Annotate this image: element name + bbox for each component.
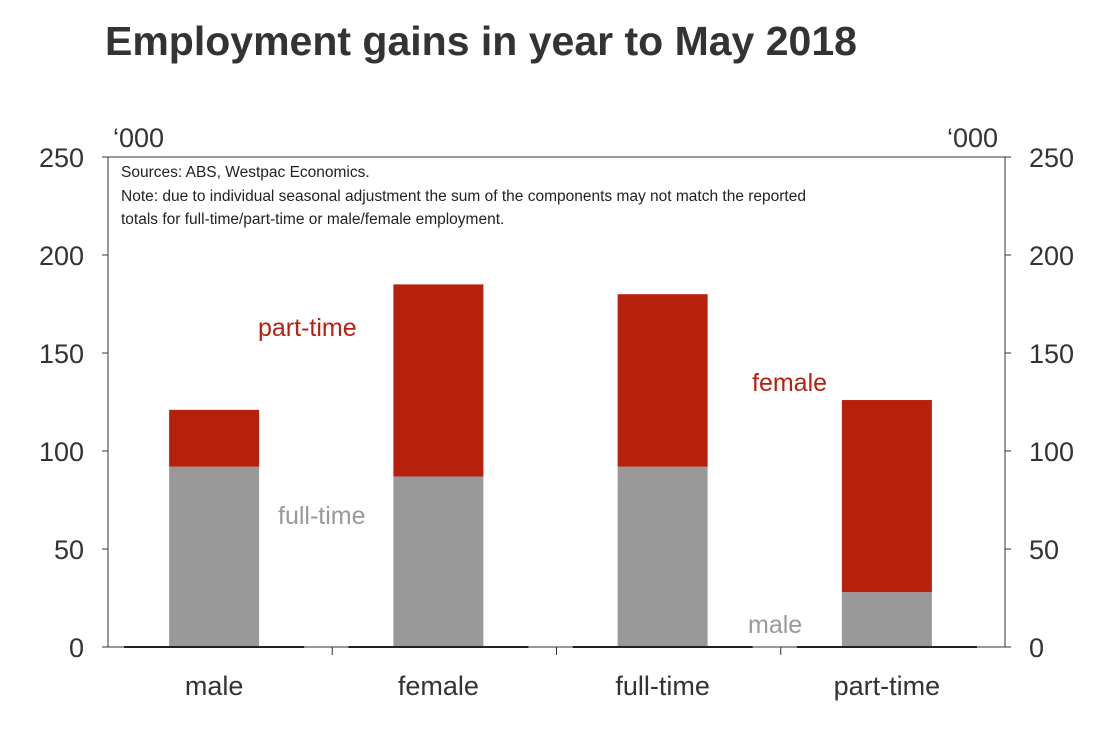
bar-male-lower [169, 466, 260, 647]
y-tick-label-left: 250 [39, 143, 84, 173]
y-tick-label-right: 250 [1029, 143, 1074, 173]
bar-part-time-upper [841, 400, 932, 593]
x-tick-label: male [185, 671, 244, 701]
y-tick-label-right: 150 [1029, 339, 1074, 369]
y-tick-label-left: 150 [39, 339, 84, 369]
bar-full-time-upper [617, 294, 708, 467]
x-tick-label: part-time [834, 671, 941, 701]
bar-female-lower [393, 476, 484, 647]
chart-title: Employment gains in year to May 2018 [105, 18, 857, 64]
annotation-male: male [748, 611, 802, 639]
y-tick-label-right: 200 [1029, 241, 1074, 271]
annotation-full-time: full-time [278, 502, 366, 530]
x-tick-label: female [398, 671, 479, 701]
bar-female-upper [393, 284, 484, 477]
y-tick-label-right: 0 [1029, 633, 1044, 663]
note-sources: Sources: ABS, Westpac Economics. [121, 164, 370, 181]
y-tick-label-left: 100 [39, 437, 84, 467]
y-tick-label-right: 50 [1029, 535, 1059, 565]
annotation-part-time: part-time [258, 314, 357, 342]
y-tick-label-left: 50 [54, 535, 84, 565]
note-line-2: totals for full-time/part-time or male/f… [121, 211, 504, 228]
bar-full-time-lower [617, 466, 708, 647]
bar-part-time-lower [841, 592, 932, 647]
y-tick-label-left: 200 [39, 241, 84, 271]
y-unit-left: ‘000 [113, 123, 164, 153]
annotation-female: female [752, 369, 827, 397]
y-tick-label-right: 100 [1029, 437, 1074, 467]
y-unit-right: ‘000 [947, 123, 998, 153]
y-tick-label-left: 0 [69, 633, 84, 663]
x-tick-label: full-time [615, 671, 710, 701]
bar-male-upper [169, 409, 260, 467]
note-line-1: Note: due to individual seasonal adjustm… [121, 188, 806, 205]
